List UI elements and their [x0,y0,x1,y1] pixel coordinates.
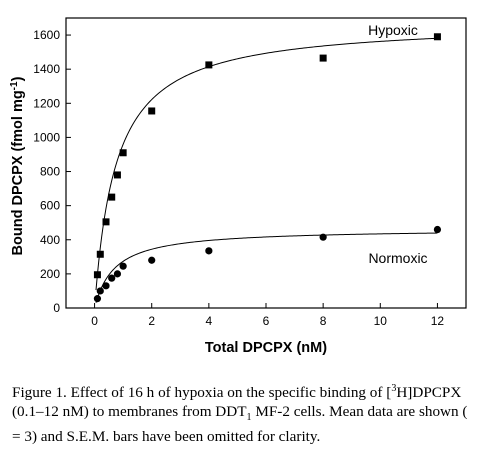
y-tick-label: 1600 [33,28,60,42]
y-axis-title-close: ) [10,76,26,81]
hypoxic-point [96,250,104,258]
caption-part-3: MF-2 cells. Mean data are shown ( = 3) a… [12,403,468,446]
x-tick-label: 0 [91,314,98,328]
figure-caption: Figure 1. Effect of 16 h of hypoxia on t… [12,379,470,446]
y-tick-label: 800 [40,165,60,179]
hypoxic-point [433,33,441,41]
hypoxic-point [205,61,213,69]
y-axis-title-superscript: -1 [9,81,20,90]
normoxic-point [113,270,122,278]
normoxic-series-label: Normoxic [368,250,427,266]
normoxic-fit-curve [95,232,438,303]
hypoxic-point [113,171,121,179]
plot-area: 0 200 400 600 800 1000 1200 1400 1600 0 2 4 6 8 10 12 Hy… [33,17,467,328]
normoxic-point [96,287,104,295]
x-tick-label: 8 [320,314,327,328]
y-axis-title-main: Bound DPCPX (fmol mg [10,90,26,255]
hypoxic-point [108,193,116,201]
y-tick-label: 0 [53,301,60,315]
y-tick-label: 200 [40,267,60,281]
hypoxic-point [148,107,156,115]
hypoxic-point [119,149,127,157]
caption-subscript: 1 [246,412,252,424]
y-tick-label: 1200 [33,96,60,110]
x-tick-label: 4 [206,314,213,328]
normoxic-point [119,262,127,270]
y-tick-label: 1400 [33,62,60,76]
x-tick-label: 12 [431,314,445,328]
normoxic-point [108,274,116,282]
x-axis-title: Total DPCPX (nM) [205,340,327,356]
hypoxic-series-label: Hypoxic [368,22,418,38]
hypoxic-point [102,218,110,226]
normoxic-point [205,247,213,255]
normoxic-point [433,225,442,234]
binding-chart: 0 200 400 600 800 1000 1200 1400 1600 0 2 4 6 8 10 12 Hy… [9,17,467,356]
y-tick-label: 400 [40,233,60,247]
hypoxic-point [319,54,327,62]
y-tick-label: 1000 [33,130,60,144]
x-tick-label: 10 [374,314,388,328]
normoxic-point [148,256,156,264]
normoxic-point [102,282,110,290]
normoxic-point [319,233,327,241]
hypoxic-point [93,271,101,279]
y-tick-label: 600 [40,199,60,213]
x-tick-label: 2 [148,314,155,328]
y-axis-title: Bound DPCPX (fmol mg-1) [9,76,26,255]
x-tick-label: 6 [263,314,270,328]
hypoxic-fit-curve [95,37,438,291]
normoxic-point [93,295,102,303]
caption-superscript: 3 [391,383,397,394]
caption-part-1: Figure 1. Effect of 16 h of hypoxia on t… [12,384,392,402]
caption-part-2: H]DPCPX (0.1–12 nM) to membranes from DD… [12,384,466,421]
